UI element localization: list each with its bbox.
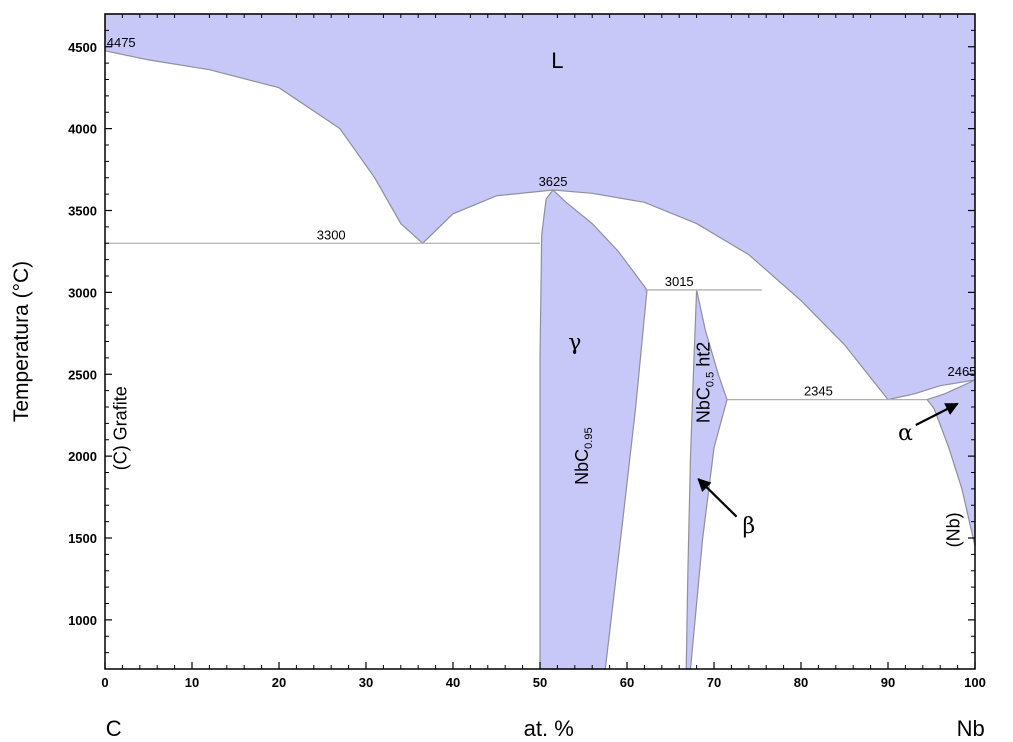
- x-axis-left-end-label: C: [106, 716, 122, 741]
- annotation-3625: 3625: [539, 174, 568, 189]
- y-tick-label: 4000: [68, 122, 97, 137]
- annotation-2465: 2465: [947, 364, 976, 379]
- y-tick-label: 3500: [68, 204, 97, 219]
- x-tick-label: 80: [794, 675, 808, 690]
- annotation-3015: 3015: [665, 274, 694, 289]
- x-tick-label: 30: [359, 675, 373, 690]
- x-tick-label: 40: [446, 675, 460, 690]
- x-tick-label: 90: [881, 675, 895, 690]
- phase-label-nbc0-95: NbC0.95: [572, 427, 595, 484]
- x-axis-label: at. %: [524, 716, 574, 741]
- y-tick-label: 1000: [68, 613, 97, 628]
- x-axis-right-end-label: Nb: [957, 716, 985, 741]
- y-tick-label: 2500: [68, 367, 97, 382]
- y-tick-label: 4500: [68, 40, 97, 55]
- alpha-arrow: [915, 402, 959, 426]
- phase-label-l: L: [551, 48, 563, 73]
- x-tick-label: 10: [185, 675, 199, 690]
- x-tick-label: 0: [101, 675, 108, 690]
- beta-arrow: [697, 478, 738, 518]
- x-tick-label: 50: [533, 675, 547, 690]
- phase-labels: Lγ NbC0.95 NbC0.5 ht2 (C) Grafite (Nb) α β: [111, 48, 964, 547]
- axis-ticks: 0 10 20 30 40 50 60 70 80 90 100 1000 1500 2000 2500 30…: [68, 14, 986, 690]
- y-tick-label: 3000: [68, 285, 97, 300]
- phase-label-nb: (Nb): [943, 512, 963, 547]
- annotation-2345: 2345: [804, 384, 833, 399]
- x-tick-label: 20: [272, 675, 286, 690]
- annotation-4475: 4475: [107, 35, 136, 50]
- x-tick-label: 60: [620, 675, 634, 690]
- x-tick-label: 70: [707, 675, 721, 690]
- y-tick-label: 2000: [68, 449, 97, 464]
- pointer-arrows: [697, 402, 959, 518]
- phase-label-beta: β: [742, 514, 755, 539]
- phase-label-gamma: γ: [568, 331, 581, 356]
- phase-label-alpha: α: [898, 421, 913, 446]
- region-nb: [926, 379, 976, 547]
- annotation-3300: 3300: [317, 227, 346, 242]
- x-tick-label: 100: [964, 675, 986, 690]
- region-l: [104, 13, 976, 401]
- isotherm-lines: [105, 242, 928, 401]
- phase-label-nbc0-5-ht2: NbC0.5 ht2: [694, 342, 717, 423]
- y-axis-label: Temperatura (°C): [10, 261, 33, 422]
- phase-regions: [104, 13, 976, 670]
- region-nbc0-95: [539, 189, 648, 670]
- phase-label-c-grafite: (C) Grafite: [111, 386, 131, 470]
- temperature-annotations: 4475 3300 3625 3015 2345 2465: [107, 35, 977, 399]
- y-tick-label: 1500: [68, 531, 97, 546]
